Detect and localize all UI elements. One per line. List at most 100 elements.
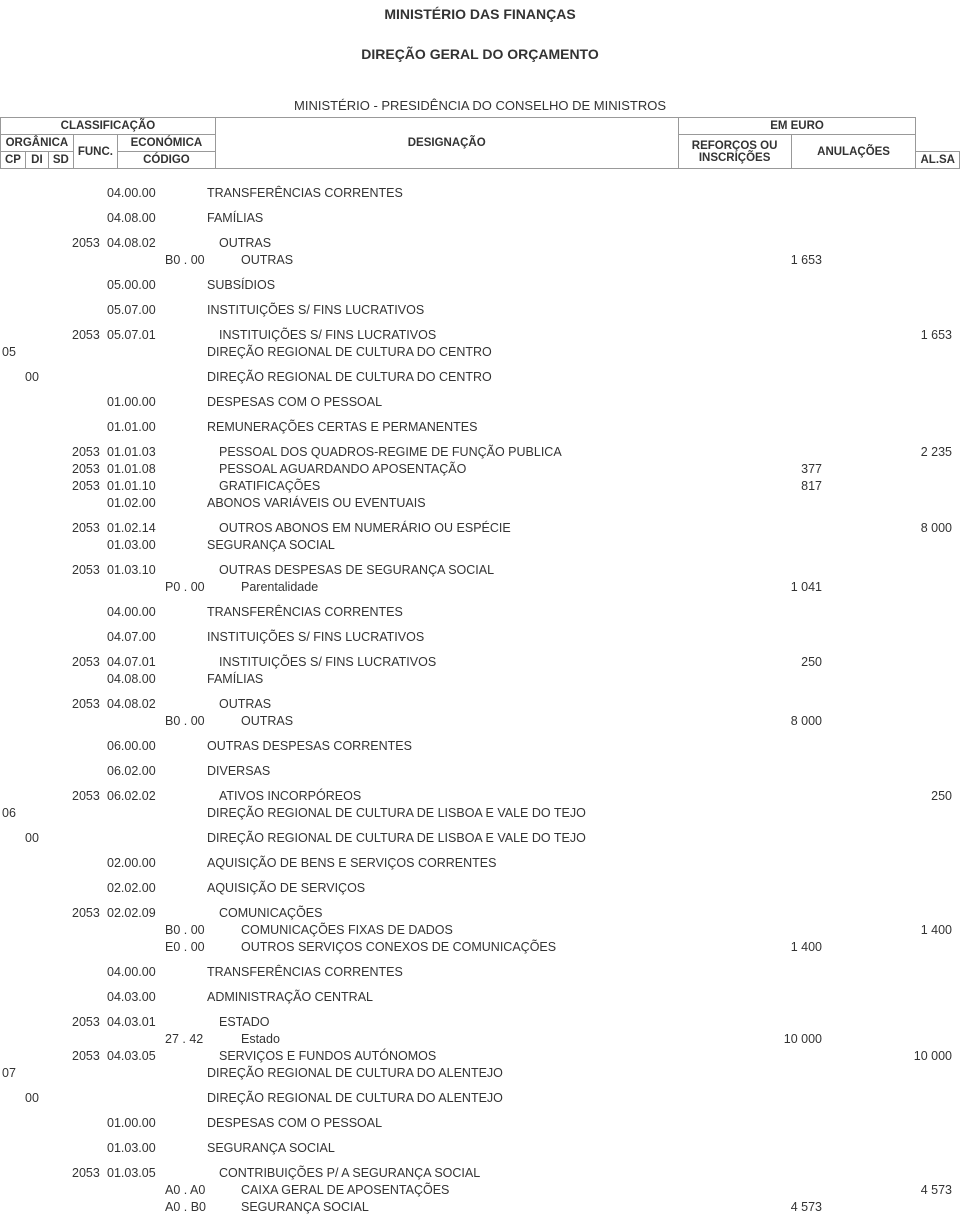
cell-designacao: INSTITUIÇÕES S/ FINS LUCRATIVOS: [205, 328, 713, 342]
cell-codigo: 01.01.10: [105, 479, 163, 493]
budget-row: 205301.03.05CONTRIBUIÇÕES P/ A SEGURANÇA…: [0, 1165, 960, 1182]
cell-designacao: OUTRAS DESPESAS CORRENTES: [205, 739, 713, 753]
budget-row: 06.00.00 OUTRAS DESPESAS CORRENTES: [0, 738, 960, 755]
cell-designacao: OUTRAS: [205, 253, 713, 267]
budget-row: 05.07.00 INSTITUIÇÕES S/ FINS LUCRATIVOS: [0, 302, 960, 319]
budget-row: 205304.08.02OUTRAS: [0, 696, 960, 713]
cell-designacao: ADMINISTRAÇÃO CENTRAL: [205, 990, 713, 1004]
column-header-table: CLASSIFICAÇÃO DESIGNAÇÃO EM EURO ORGÂNIC…: [0, 117, 960, 169]
cell-anulacoes: 1 653: [830, 328, 960, 342]
cell-designacao: DIVERSAS: [205, 764, 713, 778]
cell-codigo: 01.02.00: [105, 496, 163, 510]
cell-alsa: B0 . 00: [163, 714, 205, 728]
cell-codigo: 05.07.00: [105, 303, 163, 317]
cell-designacao: TRANSFERÊNCIAS CORRENTES: [205, 605, 713, 619]
budget-row: 00 DIREÇÃO REGIONAL DE CULTURA DE LISBOA …: [0, 830, 960, 847]
budget-row: B0 . 00OUTRAS8 000: [0, 713, 960, 730]
cell-designacao: DIREÇÃO REGIONAL DE CULTURA DE LISBOA E …: [205, 806, 713, 820]
cell-designacao: COMUNICAÇÕES FIXAS DE DADOS: [205, 923, 713, 937]
header-alsa: AL.SA: [916, 152, 960, 169]
budget-row: 06.02.00 DIVERSAS: [0, 763, 960, 780]
directorate-title: DIREÇÃO GERAL DO ORÇAMENTO: [0, 22, 960, 62]
cell-designacao: PESSOAL DOS QUADROS-REGIME DE FUNÇÃO PUB…: [205, 445, 713, 459]
cell-anulacoes: 4 573: [830, 1183, 960, 1197]
header-func: FUNC.: [73, 135, 117, 169]
cell-designacao: SEGURANÇA SOCIAL: [205, 538, 713, 552]
budget-row: A0 . B0SEGURANÇA SOCIAL4 573: [0, 1199, 960, 1216]
cell-designacao: TRANSFERÊNCIAS CORRENTES: [205, 965, 713, 979]
cell-codigo: 06.00.00: [105, 739, 163, 753]
budget-rows-container: 04.00.00 TRANSFERÊNCIAS CORRENTES 04.08.00…: [0, 169, 960, 1216]
cell-di: 00: [23, 831, 46, 845]
budget-row: 04.03.00ADMINISTRAÇÃO CENTRAL: [0, 989, 960, 1006]
cell-anulacoes: 2 235: [830, 445, 960, 459]
budget-row: B0 . 00COMUNICAÇÕES FIXAS DE DADOS1 400: [0, 922, 960, 939]
cell-func: 2053: [70, 445, 105, 459]
cell-designacao: ABONOS VARIÁVEIS OU EVENTUAIS: [205, 496, 713, 510]
budget-row: P0 . 00Parentalidade1 041: [0, 579, 960, 596]
cell-codigo: 01.00.00: [105, 395, 163, 409]
cell-func: 2053: [70, 462, 105, 476]
cell-designacao: SEGURANÇA SOCIAL: [205, 1141, 713, 1155]
cell-di: 00: [23, 370, 46, 384]
cell-codigo: 04.00.00: [105, 186, 163, 200]
cell-designacao: OUTRAS: [205, 714, 713, 728]
cell-alsa: E0 . 00: [163, 940, 205, 954]
cell-designacao: DIREÇÃO REGIONAL DE CULTURA DO CENTRO: [205, 370, 713, 384]
budget-document-page: MINISTÉRIO DAS FINANÇAS DIREÇÃO GERAL DO…: [0, 0, 960, 1216]
cell-designacao: ESTADO: [205, 1015, 713, 1029]
budget-row: B0 . 00OUTRAS1 653: [0, 252, 960, 269]
cell-anulacoes: 8 000: [830, 521, 960, 535]
budget-row: 205301.01.08 PESSOAL AGUARDANDO APOSENTAÇ…: [0, 461, 960, 478]
header-reforcos: REFORÇOS OU INSCRIÇÕES: [678, 135, 791, 169]
budget-row: 01.03.00SEGURANÇA SOCIAL: [0, 537, 960, 554]
cell-func: 2053: [70, 236, 105, 250]
cell-codigo: 01.01.00: [105, 420, 163, 434]
cell-designacao: DIREÇÃO REGIONAL DE CULTURA DO ALENTEJO: [205, 1066, 713, 1080]
cell-codigo: 04.08.00: [105, 211, 163, 225]
cell-alsa: 27 . 42: [163, 1032, 205, 1046]
cell-designacao: PESSOAL AGUARDANDO APOSENTAÇÃO: [205, 462, 713, 476]
ministry-title: MINISTÉRIO DAS FINANÇAS: [0, 0, 960, 22]
budget-row: A0 . A0CAIXA GERAL DE APOSENTAÇÕES4 573: [0, 1182, 960, 1199]
cell-codigo: 04.00.00: [105, 965, 163, 979]
cell-codigo: 06.02.00: [105, 764, 163, 778]
budget-row: 05.00.00SUBSÍDIOS: [0, 277, 960, 294]
header-cp: CP: [1, 152, 26, 169]
cell-reforcos: 1 041: [713, 580, 830, 594]
cell-reforcos: 377: [713, 462, 830, 476]
budget-row: 27 . 42Estado10 000: [0, 1031, 960, 1048]
cell-designacao: DESPESAS COM O PESSOAL: [205, 1116, 713, 1130]
header-codigo: CÓDIGO: [117, 152, 215, 169]
budget-row: 02.02.00AQUISIÇÃO DE SERVIÇOS: [0, 880, 960, 897]
cell-designacao: AQUISIÇÃO DE SERVIÇOS: [205, 881, 713, 895]
budget-row: 04.08.00FAMÍLIAS: [0, 671, 960, 688]
header-designacao: DESIGNAÇÃO: [215, 118, 678, 169]
header-currency: EM EURO: [678, 118, 916, 135]
header-economica: ECONÓMICA: [117, 135, 215, 152]
cell-func: 2053: [70, 1049, 105, 1063]
cell-designacao: INSTITUIÇÕES S/ FINS LUCRATIVOS: [205, 303, 713, 317]
cell-di: 00: [23, 1091, 46, 1105]
cell-codigo: 06.02.02: [105, 789, 163, 803]
budget-row: 205304.07.01INSTITUIÇÕES S/ FINS LUCRATI…: [0, 654, 960, 671]
budget-row: 01.01.00REMUNERAÇÕES CERTAS E PERMANENTE…: [0, 419, 960, 436]
cell-func: 2053: [70, 328, 105, 342]
cell-designacao: INSTITUIÇÕES S/ FINS LUCRATIVOS: [205, 630, 713, 644]
budget-row: 07DIREÇÃO REGIONAL DE CULTURA DO ALENTEJ…: [0, 1065, 960, 1082]
header-di: DI: [25, 152, 48, 169]
cell-func: 2053: [70, 697, 105, 711]
cell-cp: 06: [0, 806, 23, 820]
budget-row: 00 DIREÇÃO REGIONAL DE CULTURA DO CENTRO: [0, 369, 960, 386]
cell-designacao: SUBSÍDIOS: [205, 278, 713, 292]
cell-designacao: FAMÍLIAS: [205, 211, 713, 225]
budget-row: 04.08.00 FAMÍLIAS: [0, 210, 960, 227]
budget-row: 02.00.00AQUISIÇÃO DE BENS E SERVIÇOS COR…: [0, 855, 960, 872]
cell-codigo: 01.00.00: [105, 1116, 163, 1130]
cell-designacao: SEGURANÇA SOCIAL: [205, 1200, 713, 1214]
cell-func: 2053: [70, 655, 105, 669]
cell-codigo: 01.01.08: [105, 462, 163, 476]
budget-row: 205306.02.02ATIVOS INCORPÓREOS250: [0, 788, 960, 805]
cell-designacao: DIREÇÃO REGIONAL DE CULTURA DE LISBOA E …: [205, 831, 713, 845]
header-organica: ORGÂNICA: [1, 135, 74, 152]
